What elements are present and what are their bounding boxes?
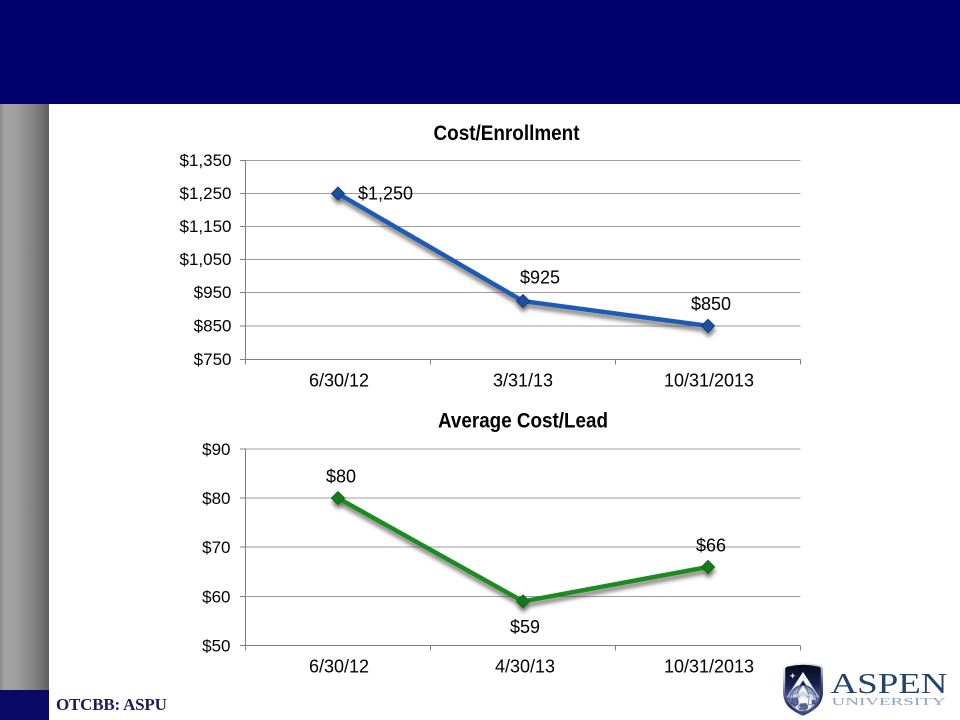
svg-text:$80: $80 [202, 489, 230, 508]
svg-text:3/31/13: 3/31/13 [493, 371, 553, 391]
svg-text:$50: $50 [202, 637, 230, 656]
svg-text:$66: $66 [696, 536, 726, 556]
svg-text:$80: $80 [326, 467, 356, 487]
svg-text:$950: $950 [194, 283, 232, 302]
svg-text:10/31/2013: 10/31/2013 [664, 657, 754, 677]
svg-text:$1,250: $1,250 [180, 184, 232, 203]
svg-text:6/30/12: 6/30/12 [309, 371, 369, 391]
svg-text:$59: $59 [510, 617, 540, 637]
svg-text:$850: $850 [691, 294, 731, 314]
svg-text:$1,250: $1,250 [358, 184, 413, 204]
svg-text:$70: $70 [202, 538, 230, 557]
svg-text:$850: $850 [194, 317, 232, 336]
svg-text:$1,150: $1,150 [180, 217, 232, 236]
svg-text:$90: $90 [202, 440, 230, 459]
svg-text:$750: $750 [194, 350, 232, 369]
svg-text:Cost/Enrollment: Cost/Enrollment [434, 121, 580, 145]
svg-text:10/31/2013: 10/31/2013 [664, 371, 754, 391]
svg-text:6/30/12: 6/30/12 [309, 657, 369, 677]
svg-text:ASPEN: ASPEN [831, 669, 948, 700]
svg-text:UNIVERSITY: UNIVERSITY [832, 696, 946, 708]
svg-text:4/30/13: 4/30/13 [495, 657, 555, 677]
svg-text:$925: $925 [520, 268, 560, 288]
svg-text:$60: $60 [202, 588, 230, 607]
svg-text:$1,050: $1,050 [180, 250, 232, 269]
svg-text:Average Cost/Lead: Average Cost/Lead [438, 409, 608, 433]
svg-text:$1,350: $1,350 [180, 151, 232, 170]
